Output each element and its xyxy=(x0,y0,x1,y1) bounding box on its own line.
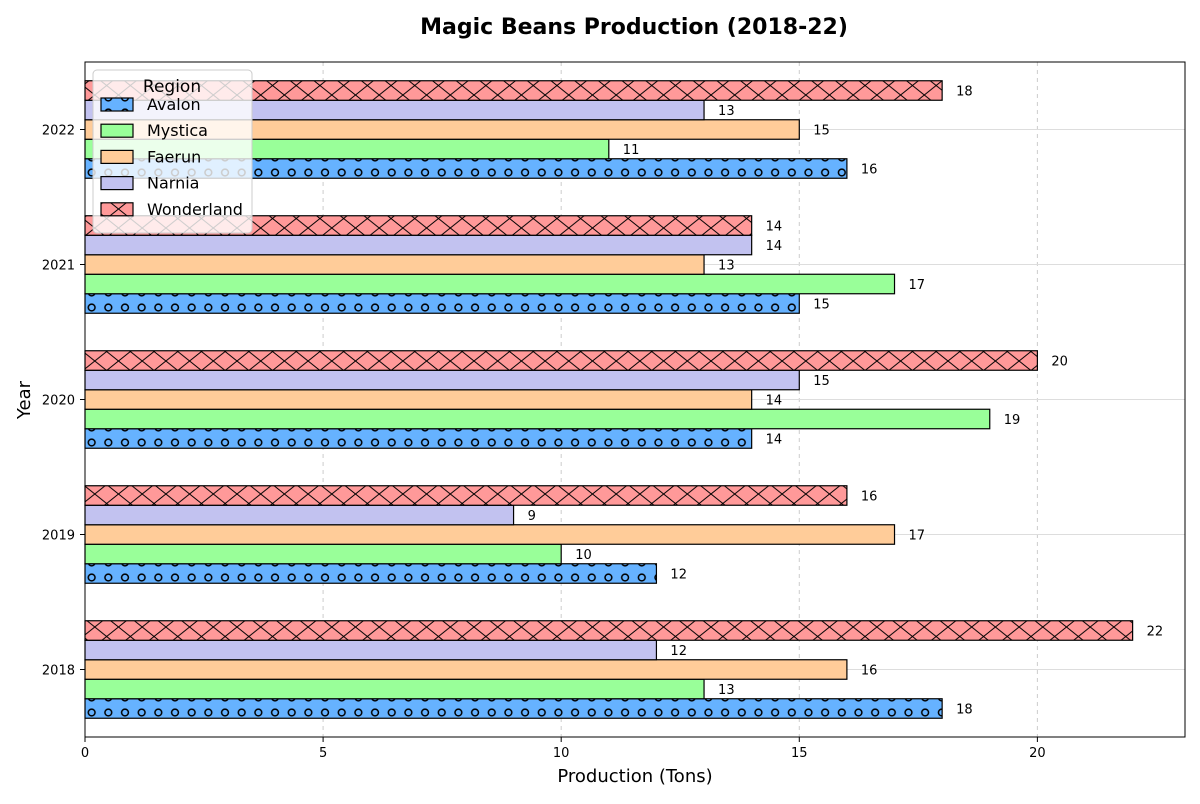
legend-swatch xyxy=(101,150,133,164)
bar-mystica-2019 xyxy=(85,544,562,564)
bar-value-label: 19 xyxy=(1004,413,1021,428)
chart-title: Magic Beans Production (2018-22) xyxy=(420,15,848,40)
bar-value-label: 13 xyxy=(718,259,735,274)
bar-value-label: 14 xyxy=(766,433,783,448)
legend-swatch-hatch xyxy=(101,202,133,216)
bar-value-label: 18 xyxy=(956,85,973,100)
bar-value-label: 17 xyxy=(909,529,926,544)
x-tick-label: 15 xyxy=(791,746,808,761)
bar-value-label: 14 xyxy=(766,394,783,409)
x-axis: 0 5 10 15 20 xyxy=(81,737,1046,761)
bar-faerun-2022 xyxy=(85,119,800,140)
legend-swatch xyxy=(101,124,133,138)
bar-hatch xyxy=(85,428,752,449)
legend-swatch-hatch xyxy=(101,98,133,111)
bar-mystica-2021 xyxy=(85,274,895,294)
y-tick-label: 2019 xyxy=(42,529,75,544)
bar-mystica-2018 xyxy=(85,679,705,699)
bar-value-label: 15 xyxy=(813,298,830,313)
bar-value-label: 17 xyxy=(909,278,926,293)
legend-swatch-outline xyxy=(100,176,134,191)
bar-mystica-2020 xyxy=(85,409,990,429)
legend-swatch-outline xyxy=(100,123,134,138)
bar-value-label: 22 xyxy=(1147,625,1164,640)
bar-hatch xyxy=(85,620,1133,641)
bar-hatch xyxy=(85,158,847,179)
legend-label: Avalon xyxy=(147,95,201,114)
bar-faerun-2021 xyxy=(85,254,705,275)
y-axis: 2018 2019 2020 2021 2022 xyxy=(42,124,85,679)
y-tick-label: 2020 xyxy=(42,394,75,409)
y-tick-label: 2021 xyxy=(42,259,75,274)
bar-faerun-2019 xyxy=(85,524,895,545)
x-tick-label: 10 xyxy=(553,746,570,761)
y-tick-label: 2018 xyxy=(42,664,75,679)
legend-label: Mystica xyxy=(147,121,208,140)
legend-swatch-outline xyxy=(100,149,134,164)
legend-title: Region xyxy=(143,77,201,97)
bar-hatch xyxy=(85,563,657,584)
legend-items: Avalon Mystica Faerun Narnia Wonderland xyxy=(100,95,243,219)
x-tick-label: 20 xyxy=(1029,746,1046,761)
bar-value-label: 16 xyxy=(861,490,878,505)
x-tick-label: 5 xyxy=(319,746,327,761)
x-tick-label: 0 xyxy=(81,746,89,761)
bar-value-label: 13 xyxy=(718,683,735,698)
bar-hatch xyxy=(85,293,800,314)
bar-value-label: 16 xyxy=(861,163,878,178)
bar-value-label: 20 xyxy=(1051,355,1068,370)
legend-label: Wonderland xyxy=(147,200,243,219)
legend-label: Faerun xyxy=(147,147,201,166)
bar-value-label: 14 xyxy=(766,239,783,254)
bar-value-labels: 18 12 14 15 16 13 10 19 17 11 16 17 14 13 15 12 9 15 14 13 2… xyxy=(528,85,1164,718)
bar-value-label: 18 xyxy=(956,703,973,718)
legend: Region Avalon Mystica Faerun Narnia Wonderla… xyxy=(92,69,253,234)
bar-faerun-2018 xyxy=(85,659,847,680)
bar-value-label: 14 xyxy=(766,220,783,235)
bar-value-label: 11 xyxy=(623,143,640,158)
bar-value-label: 15 xyxy=(813,374,830,389)
legend-swatch xyxy=(101,176,133,190)
bar-value-label: 10 xyxy=(575,548,592,563)
bar-value-label: 16 xyxy=(861,664,878,679)
bar-narnia-2019 xyxy=(85,505,514,525)
bar-faerun-2020 xyxy=(85,389,752,410)
bar-value-label: 12 xyxy=(670,644,687,659)
bar-hatch xyxy=(85,350,1038,371)
bar-value-label: 9 xyxy=(528,509,536,524)
x-axis-label: Production (Tons) xyxy=(557,766,712,787)
bar-value-label: 13 xyxy=(718,104,735,119)
legend-swatch-outline xyxy=(100,202,134,217)
bar-hatch xyxy=(85,698,943,719)
y-tick-label: 2022 xyxy=(42,124,75,139)
bar-narnia-2018 xyxy=(85,640,657,660)
legend-swatch-outline xyxy=(100,97,134,112)
legend-label: Narnia xyxy=(147,174,199,193)
bar-value-label: 15 xyxy=(813,124,830,139)
bar-narnia-2020 xyxy=(85,370,800,390)
bar-value-label: 12 xyxy=(670,568,687,583)
bar-hatch xyxy=(85,80,943,101)
bar-hatch xyxy=(85,485,847,506)
bar-narnia-2021 xyxy=(85,235,752,255)
y-axis-label: Year xyxy=(14,380,35,420)
